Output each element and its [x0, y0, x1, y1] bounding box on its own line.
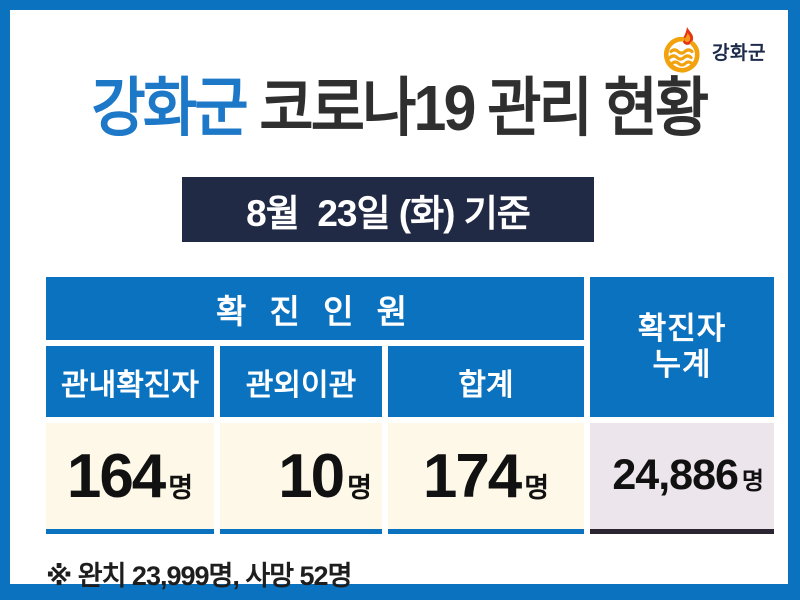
value-total-unit: 명	[524, 473, 550, 503]
header-total-label: 합계	[458, 368, 514, 402]
value-transferred-out-unit: 명	[347, 473, 372, 503]
value-local-confirmed: 164 명	[46, 423, 214, 534]
status-table: 확 진 인 원 확진자 누계 관내확진자 관외이관 합계 164 명 10 명 …	[46, 277, 776, 534]
county-logo-label: 강화군	[712, 42, 766, 64]
recovered-deaths-footnote: ※ 완치 23,999명, 사망 52명	[46, 554, 352, 593]
header-cumulative-line2: 누계	[652, 347, 712, 382]
ganghwa-flame-wave-icon	[661, 26, 705, 76]
header-local-confirmed-label: 관내확진자	[61, 368, 199, 402]
value-cumulative: 24,886 명	[590, 423, 774, 534]
value-local-confirmed-unit: 명	[168, 473, 194, 503]
county-logo: 강화군	[661, 26, 766, 76]
header-confirmed-group-label: 확 진 인 원	[216, 292, 414, 330]
header-transferred-out-label: 관외이관	[245, 368, 357, 402]
value-total: 174 명	[388, 423, 584, 534]
page-title-rest: 코로나19 관리 현황	[245, 72, 709, 144]
header-cumulative: 확진자 누계	[590, 277, 774, 417]
date-banner: 8월 23일 (화) 기준	[182, 177, 594, 242]
value-transferred-out-number: 10	[278, 442, 345, 511]
page-title-county: 강화군	[91, 72, 249, 144]
recovered-deaths-footnote-text: ※ 완치 23,999명, 사망 52명	[46, 561, 352, 591]
value-transferred-out: 10 명	[220, 423, 382, 534]
date-banner-text: 8월 23일 (화) 기준	[246, 192, 531, 234]
header-cumulative-line1: 확진자	[637, 311, 727, 347]
value-cumulative-number: 24,886	[612, 451, 739, 499]
page-title: 강화군 코로나19 관리 현황	[41, 70, 757, 147]
value-cumulative-unit: 명	[741, 468, 764, 495]
header-confirmed-group: 확 진 인 원	[46, 277, 584, 340]
value-local-confirmed-number: 164	[66, 442, 166, 511]
header-transferred-out: 관외이관	[220, 346, 382, 417]
header-local-confirmed: 관내확진자	[46, 346, 214, 417]
header-total: 합계	[388, 346, 584, 417]
value-total-number: 174	[422, 442, 522, 511]
